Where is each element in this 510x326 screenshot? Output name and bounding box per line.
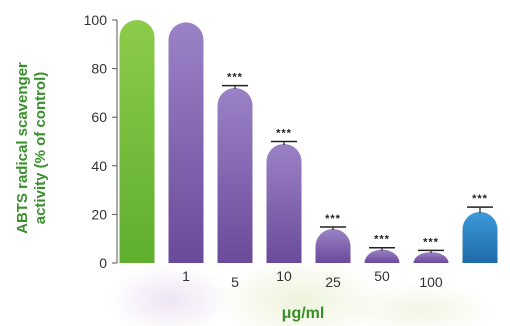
bar-4 bbox=[315, 228, 351, 263]
y-axis-title-line1: ABTS radical scavenger bbox=[14, 62, 31, 234]
y-tick-label: 20 bbox=[91, 206, 107, 222]
y-tick-label: 60 bbox=[91, 109, 107, 125]
bar-7 bbox=[462, 211, 498, 263]
x-tick-label-6: 100 bbox=[419, 274, 443, 290]
significance-label-6: *** bbox=[423, 236, 439, 248]
y-tick-label: 80 bbox=[91, 61, 107, 77]
x-tick-label-5: 50 bbox=[374, 268, 390, 284]
bar-0 bbox=[119, 19, 155, 263]
y-tick-label: 40 bbox=[91, 158, 107, 174]
y-axis: 0 20 40 60 80 100 bbox=[84, 12, 118, 271]
bars: *** *** *** *** *** *** bbox=[119, 19, 498, 264]
bar-6 bbox=[413, 252, 449, 263]
bar-5 bbox=[364, 249, 400, 263]
significance-label-2: *** bbox=[227, 72, 243, 84]
x-tick-label-2: 5 bbox=[231, 274, 239, 290]
x-axis-title: μg/ml bbox=[282, 305, 325, 322]
y-tick-label: 100 bbox=[84, 12, 108, 28]
significance-label-4: *** bbox=[325, 213, 341, 225]
x-tick-label-1: 1 bbox=[182, 268, 190, 284]
y-axis-title-line2: activity (% of control) bbox=[32, 72, 49, 225]
bar-2 bbox=[217, 88, 253, 263]
bar-1 bbox=[168, 22, 204, 264]
y-tick-label: 0 bbox=[99, 255, 107, 271]
x-tick-label-3: 10 bbox=[276, 268, 292, 284]
significance-label-5: *** bbox=[374, 234, 390, 246]
bar-3 bbox=[266, 143, 302, 263]
significance-label-7: *** bbox=[472, 193, 488, 205]
x-tick-labels: 1 5 10 25 50 100 bbox=[182, 268, 443, 290]
x-tick-label-4: 25 bbox=[325, 274, 341, 290]
significance-label-3: *** bbox=[276, 128, 292, 140]
